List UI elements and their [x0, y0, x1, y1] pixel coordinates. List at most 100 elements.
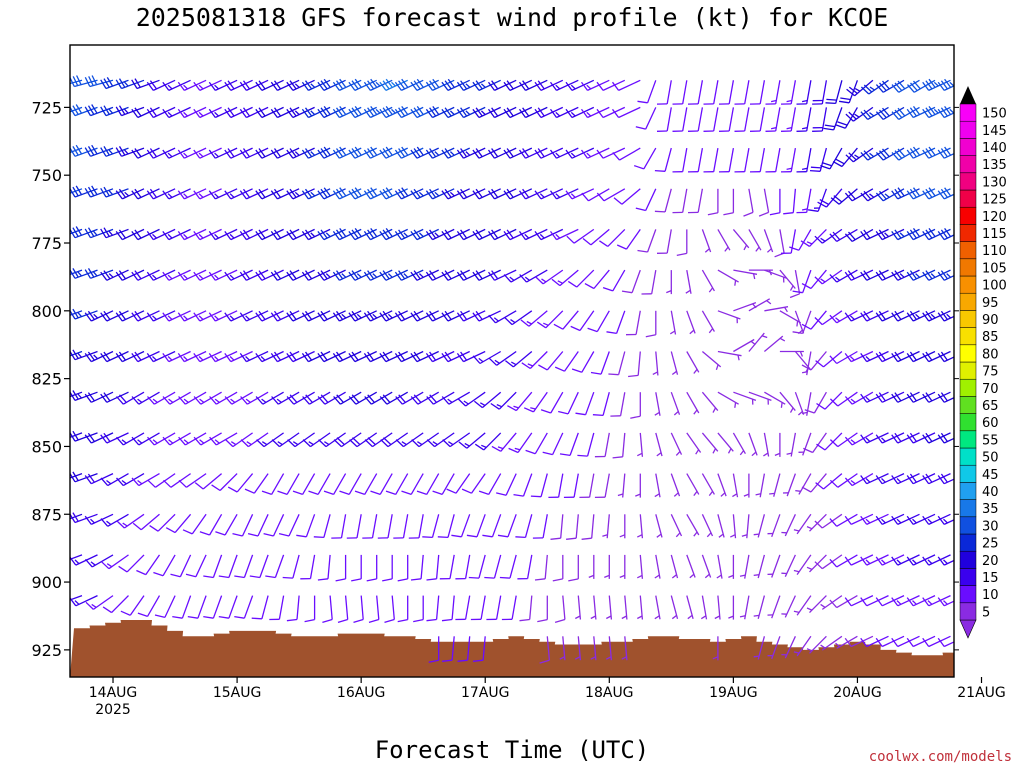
wind-barb — [270, 79, 300, 91]
barb-feather — [385, 228, 393, 237]
colorbar-swatch — [959, 275, 977, 294]
barb-staff — [812, 432, 827, 453]
barb-feather — [115, 271, 123, 281]
colorbar-label: 140 — [982, 141, 1007, 156]
barb-feather — [395, 396, 403, 405]
barb-staff — [164, 595, 176, 618]
barb-feather — [354, 490, 365, 496]
barb-feather — [183, 398, 189, 403]
barb-feather — [335, 148, 344, 158]
colorbar-label: 15 — [982, 571, 999, 586]
barb-staff — [571, 79, 595, 91]
barb-staff — [881, 350, 905, 363]
barb-feather — [134, 351, 142, 361]
barb-feather — [708, 328, 714, 334]
wind-barb — [177, 147, 207, 159]
barb-feather — [925, 80, 933, 90]
barb-feather — [172, 615, 183, 619]
barb-feather — [875, 393, 883, 403]
barb-feather — [348, 353, 356, 362]
barb-staff — [199, 350, 222, 363]
barb-feather — [134, 107, 142, 117]
barb-feather — [425, 231, 434, 240]
wind-barb — [193, 79, 222, 91]
barb-feather — [84, 475, 92, 485]
barb-feather — [507, 405, 517, 412]
wind-barb — [177, 79, 207, 91]
wind-barb — [806, 595, 827, 614]
wind-barb — [767, 554, 781, 578]
wind-barb — [860, 391, 889, 403]
barb-staff — [593, 595, 597, 620]
barb-feather — [581, 537, 592, 540]
wind-barb — [550, 514, 564, 540]
x-tick-label: 17AUG — [461, 685, 510, 701]
barb-feather — [654, 210, 666, 213]
barb-feather — [351, 107, 359, 117]
wind-barb — [906, 350, 936, 363]
barb-feather — [214, 274, 219, 280]
barb-feather — [422, 536, 433, 539]
wind-barb — [551, 269, 579, 287]
barb-staff — [137, 188, 160, 200]
wind-barb — [286, 595, 300, 622]
barb-staff — [215, 106, 238, 119]
barb-staff — [356, 514, 362, 539]
barb-feather — [323, 146, 331, 156]
barb-feather — [177, 108, 185, 118]
barb-feather — [815, 482, 824, 490]
barb-feather — [258, 107, 266, 117]
wind-barb — [781, 595, 796, 618]
wind-barb — [256, 432, 284, 448]
wind-barb — [439, 554, 455, 580]
credit-text[interactable]: coolwx.com/models — [869, 749, 1012, 765]
barb-staff — [122, 310, 145, 322]
colorbar-swatch — [959, 396, 977, 414]
wind-barb — [208, 147, 238, 159]
barb-staff — [348, 473, 362, 495]
barb-staff — [670, 514, 683, 537]
barb-feather — [602, 534, 608, 537]
barb-feather — [162, 108, 170, 118]
barb-feather — [84, 269, 92, 279]
wind-barb — [641, 269, 657, 295]
barb-staff — [286, 473, 300, 495]
barb-feather — [707, 212, 719, 216]
colorbar-swatch — [959, 585, 977, 604]
barb-staff — [121, 79, 145, 90]
wind-barb — [611, 79, 641, 91]
wind-barb — [177, 350, 207, 363]
barb-feather — [574, 656, 581, 660]
barb-feather — [100, 147, 107, 157]
wind-barb — [617, 473, 626, 498]
barb-staff — [717, 595, 721, 620]
barb-staff — [379, 473, 393, 495]
barb-feather — [75, 185, 83, 195]
barb-staff — [494, 188, 517, 200]
barb-staff — [645, 188, 657, 211]
wind-barb — [100, 105, 129, 117]
barb-staff — [107, 513, 129, 527]
wind-barb — [803, 432, 827, 454]
wind-barb — [534, 188, 564, 200]
barb-feather — [925, 310, 933, 320]
wind-barb — [860, 350, 889, 363]
barb-staff — [866, 350, 889, 363]
barb-staff — [509, 106, 533, 119]
barb-feather — [487, 271, 496, 281]
wind-barb — [604, 554, 610, 579]
barb-feather — [456, 231, 465, 240]
wind-barb — [203, 554, 223, 579]
barb-feather — [906, 108, 914, 118]
wind-barb — [115, 310, 145, 322]
wind-barb — [532, 514, 548, 539]
barb-feather — [304, 618, 315, 623]
barb-feather — [273, 310, 282, 320]
barb-staff — [670, 473, 681, 497]
wind-barb — [224, 106, 253, 119]
barb-feather — [928, 106, 936, 115]
barb-staff — [296, 595, 300, 620]
colorbar-swatch — [959, 310, 977, 328]
x-tick-year-label: 2025 — [95, 702, 131, 718]
barb-feather — [894, 351, 902, 361]
